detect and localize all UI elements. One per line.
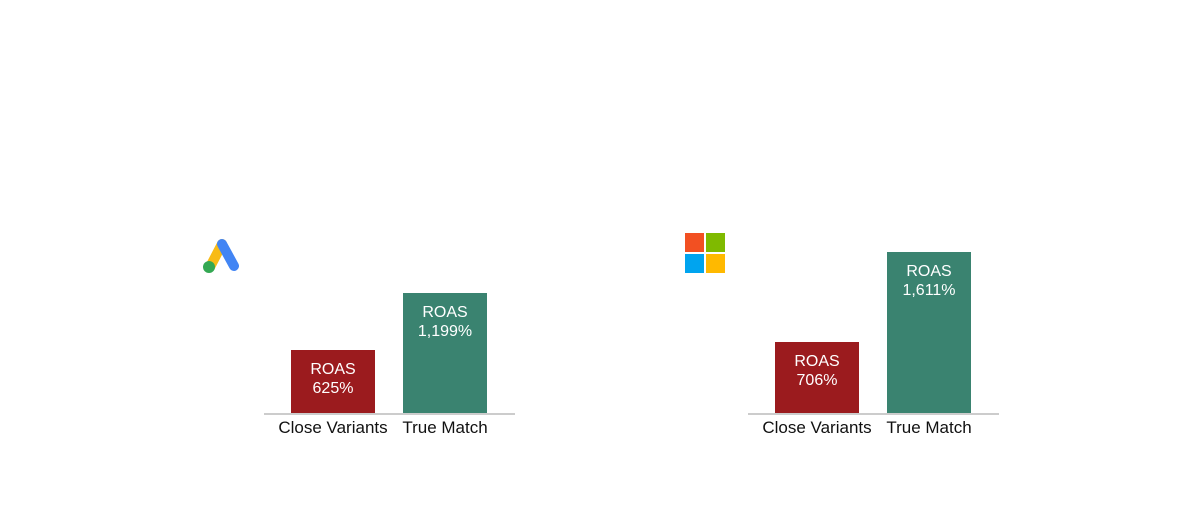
- x-tick-label: True Match: [402, 418, 488, 437]
- x-axis-baseline: [264, 413, 515, 415]
- x-tick-label: Close Variants: [278, 418, 388, 437]
- bar-label-metric: ROAS: [906, 263, 952, 280]
- bar-label-metric: ROAS: [422, 304, 468, 321]
- bar-true-match: ROAS 1,199%: [403, 293, 487, 413]
- bar-close-variants: ROAS 625%: [291, 350, 375, 413]
- bar-true-match: ROAS 1,611%: [887, 252, 971, 413]
- bar-label-value: 625%: [312, 380, 354, 397]
- bar-label-value: 706%: [796, 372, 838, 389]
- bar-close-variants: ROAS 706%: [775, 342, 859, 413]
- x-tick-label: Close Variants: [762, 418, 872, 437]
- x-tick-label: True Match: [886, 418, 972, 437]
- microsoft-logo: [685, 233, 725, 273]
- bar-label-value: 1,611%: [902, 282, 956, 299]
- bar-label-metric: ROAS: [310, 361, 356, 378]
- bar-label-metric: ROAS: [794, 353, 840, 370]
- x-axis-baseline: [748, 413, 999, 415]
- bar-label-value: 1,199%: [417, 323, 473, 340]
- google-ads-logo: [203, 239, 239, 273]
